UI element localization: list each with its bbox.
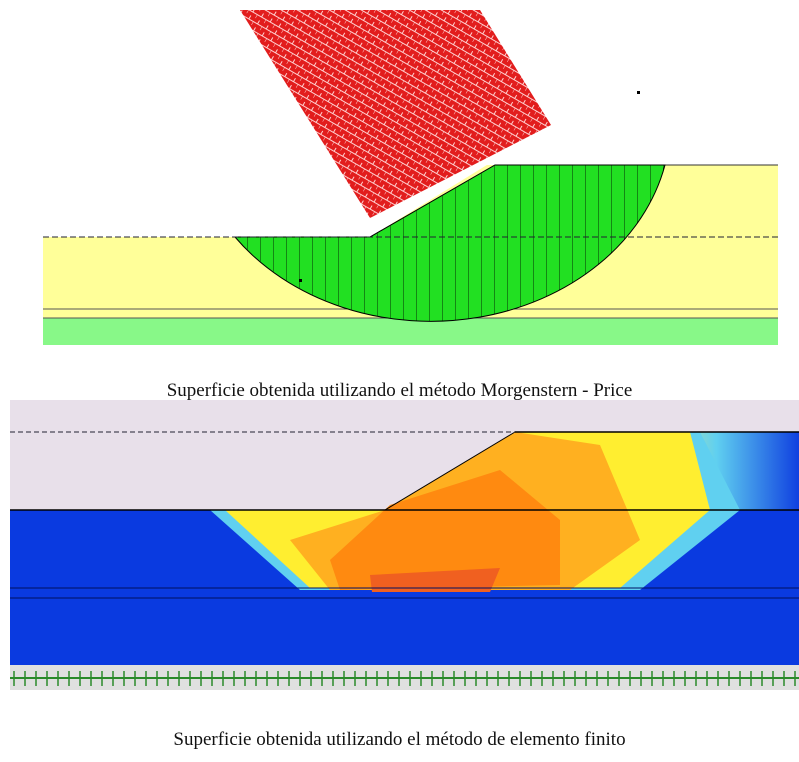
caption: Superficie obtenida utilizando el método… xyxy=(0,729,799,751)
finite-element-figure xyxy=(10,400,799,690)
slope-stability-figure xyxy=(43,10,778,345)
base-layer xyxy=(43,318,778,345)
point xyxy=(637,91,640,94)
point xyxy=(299,279,302,282)
caption: Superficie obtenida utilizando el método… xyxy=(0,380,799,402)
page: Superficie obtenida utilizando el método… xyxy=(0,0,799,762)
